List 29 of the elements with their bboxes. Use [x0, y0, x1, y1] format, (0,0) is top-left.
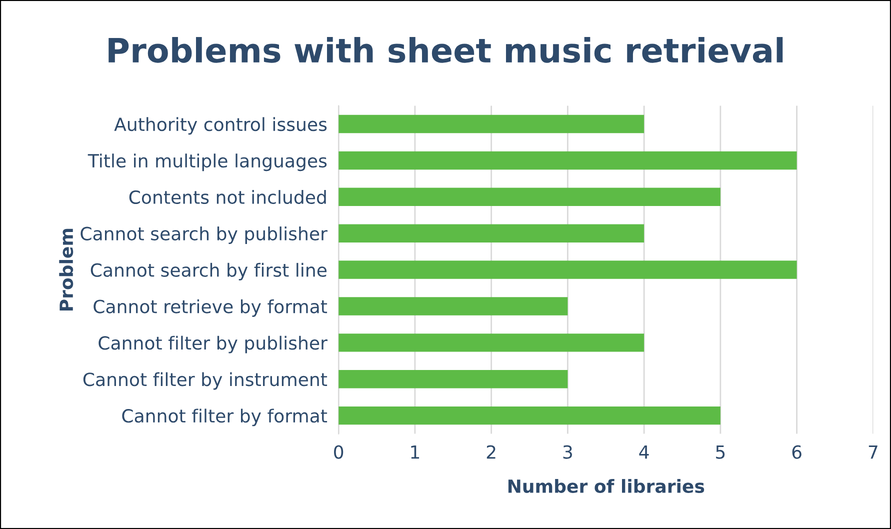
- y-tick-label: Authority control issues: [114, 117, 327, 135]
- x-axis-title: Number of libraries: [508, 479, 704, 494]
- bar: [338, 370, 568, 388]
- x-tick-label: 4: [639, 445, 649, 459]
- bar: [338, 188, 720, 206]
- y-tick-label: Title in multiple languages: [88, 154, 327, 172]
- bar: [338, 151, 797, 170]
- bar: [338, 334, 644, 352]
- y-tick-label: Cannot search by first line: [90, 262, 327, 280]
- y-tick-label: Cannot filter by format: [122, 408, 328, 426]
- x-tick-label: 7: [868, 445, 878, 459]
- bar: [338, 224, 644, 242]
- bar: [338, 297, 568, 316]
- y-axis-title: Problem: [59, 228, 74, 310]
- x-tick-label: 2: [486, 445, 496, 459]
- x-tick-label: 3: [563, 445, 572, 459]
- x-tick-label: 6: [792, 445, 802, 459]
- y-tick-label: Cannot retrieve by format: [94, 299, 328, 317]
- x-tick-label: 0: [334, 445, 344, 459]
- y-tick-label: Cannot filter by instrument: [83, 372, 328, 390]
- chart-title: Problems with sheet music retrieval: [108, 37, 783, 63]
- bar: [338, 406, 720, 425]
- x-tick-label: 5: [716, 445, 725, 459]
- y-tick-label: Contents not included: [129, 190, 326, 204]
- y-tick-label: Cannot search by publisher: [80, 226, 328, 244]
- y-tick-label: Cannot filter by publisher: [98, 336, 328, 354]
- x-tick-label: 1: [411, 445, 420, 459]
- bar: [338, 260, 797, 279]
- bar: [338, 114, 644, 134]
